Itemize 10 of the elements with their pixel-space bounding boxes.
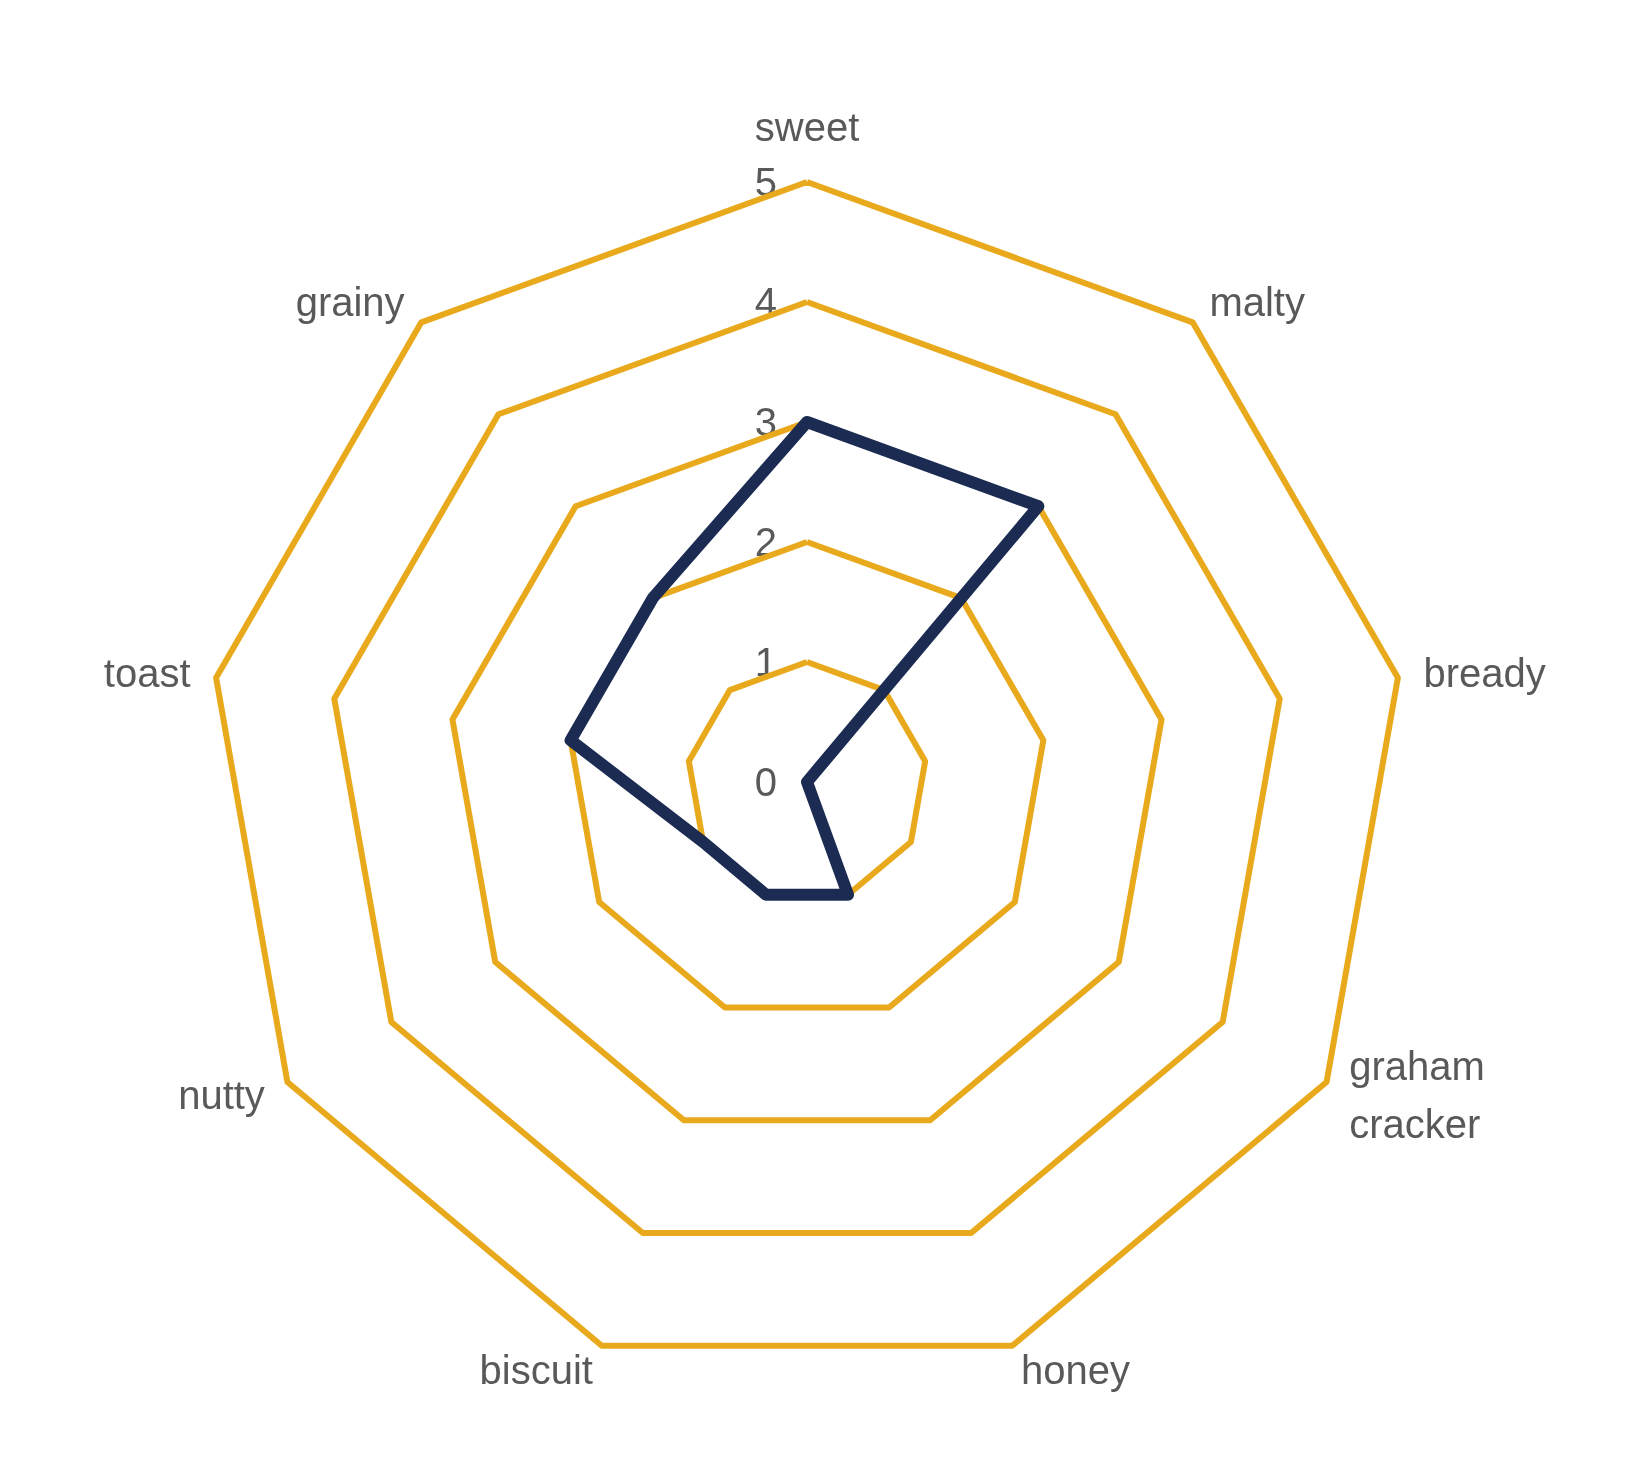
spoke-label: honey bbox=[1021, 1348, 1131, 1393]
spoke-label: toast bbox=[103, 651, 191, 696]
spoke-label: graham cracker bbox=[1349, 1044, 1485, 1146]
spoke-label: biscuit bbox=[479, 1348, 593, 1393]
spoke-label: malty bbox=[1209, 280, 1305, 325]
spoke-label: bready bbox=[1423, 651, 1546, 696]
spoke-label: grainy bbox=[295, 280, 405, 325]
spoke-label: nutty bbox=[178, 1073, 265, 1117]
y-tick-label: 0 bbox=[754, 760, 777, 804]
spoke-label: sweet bbox=[754, 105, 860, 149]
